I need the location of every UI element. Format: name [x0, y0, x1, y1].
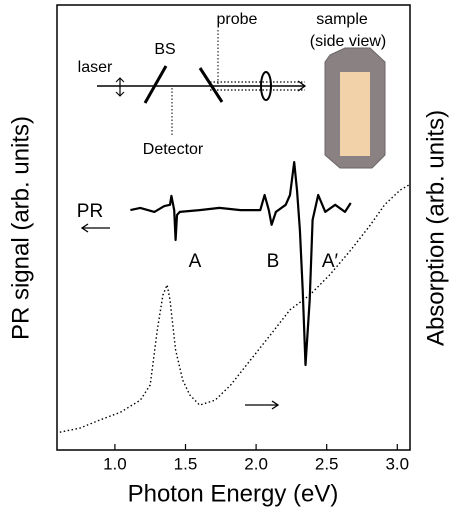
x-tick-label: 1.0 — [103, 454, 127, 473]
y-axis-label: PR signal (arb. units) — [7, 116, 34, 340]
series-line — [59, 184, 409, 433]
arrows — [80, 223, 280, 410]
plot-frame — [56, 4, 411, 451]
annotation: (side view) — [310, 33, 386, 50]
annotation: BS — [154, 41, 175, 58]
x-tick-label: 3.0 — [385, 454, 409, 473]
series-line — [130, 161, 352, 367]
annotation: A — [189, 251, 202, 272]
annotation: laser — [78, 59, 113, 76]
x-tick-label: 1.5 — [174, 454, 198, 473]
annotation: A′ — [322, 251, 339, 272]
annotation: sample — [316, 11, 368, 28]
x-tick-label: 2.0 — [244, 454, 268, 473]
y2-axis-label: Absorption (arb. units) — [422, 110, 449, 346]
x-tick-label: 2.5 — [315, 454, 339, 473]
annotation: B — [267, 251, 280, 272]
x-axis-label: Photon Energy (eV) — [128, 480, 339, 507]
annotation: PR — [77, 201, 103, 222]
annotation: Detector — [143, 141, 204, 158]
annotation: probe — [217, 11, 258, 28]
setup-diagram — [97, 30, 386, 169]
